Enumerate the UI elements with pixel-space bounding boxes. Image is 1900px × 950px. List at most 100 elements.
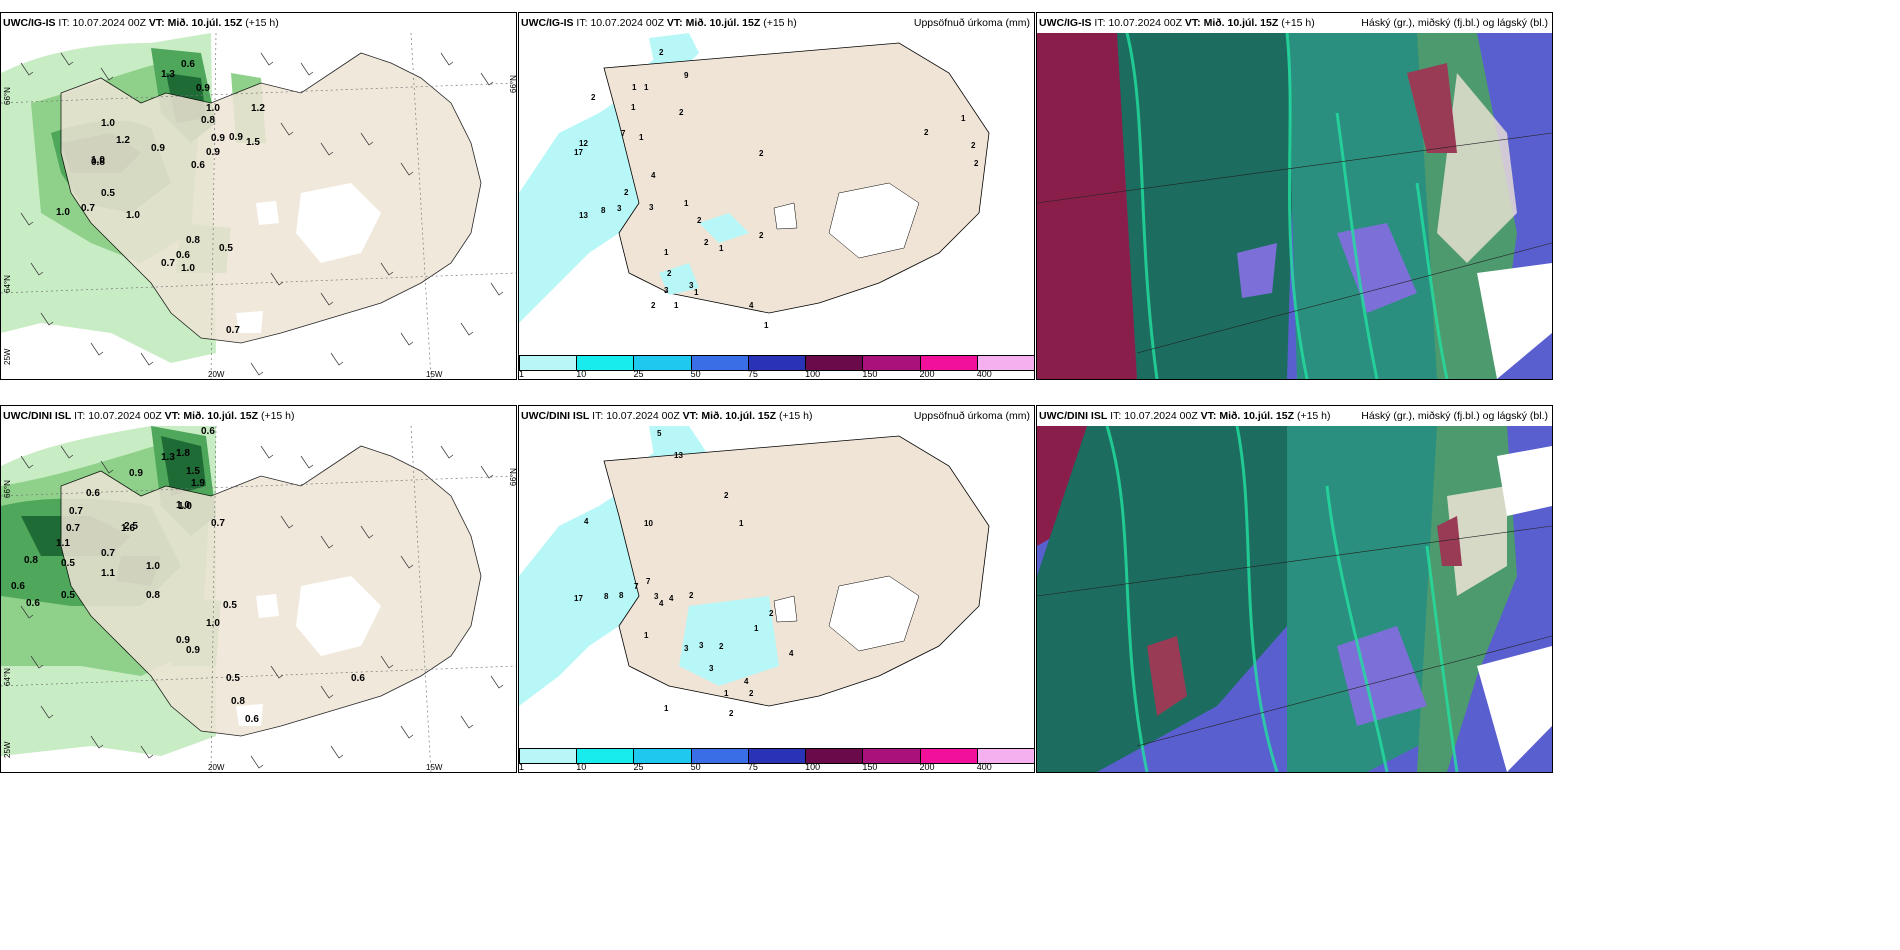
map-value-label: 4: [659, 599, 664, 608]
map-value-label: 8: [604, 592, 609, 601]
map-value-label: 0.9: [151, 143, 165, 154]
map-value-label: 1.0: [176, 500, 190, 511]
lon-label-25w: 25W: [3, 348, 12, 365]
map-value-label: 1: [664, 704, 669, 713]
lat-label-66n-right: 66°N: [509, 75, 517, 93]
map-value-label: 1.8: [176, 448, 190, 459]
map-value-label: 1: [754, 624, 759, 633]
map-value-label: 0.7: [66, 523, 80, 534]
colorbar-segment: [977, 356, 1034, 370]
map-value-label: 1.5: [246, 137, 260, 148]
lat-label-66n: 66°N: [3, 480, 12, 498]
map-value-label: 2: [971, 141, 976, 150]
map-value-label: 1.0: [101, 118, 115, 129]
colorbar-tick-label: 10: [576, 369, 587, 379]
colorbar-segment: [863, 356, 921, 370]
colorbar-segment: [520, 749, 578, 763]
map-value-label: 1.0: [206, 618, 220, 629]
map-value-label: 2: [697, 216, 702, 225]
colorbar-segment: [920, 749, 978, 763]
colorbar-tick-label: 75: [747, 762, 758, 772]
map-value-label: 1: [684, 199, 689, 208]
colorbar-tick-label: 75: [747, 369, 758, 379]
map-value-label: 1: [644, 631, 649, 640]
colorbar-segment: [806, 356, 864, 370]
map-value-label: 2: [924, 128, 929, 137]
colorbar-tick-label: 200: [919, 369, 935, 379]
precip-map-panel-top: UWC/IG-IS IT: 10.07.2024 00Z VT: Mið. 10…: [518, 12, 1035, 380]
map-value-label: 1: [724, 689, 729, 698]
colorbar-segment: [977, 749, 1034, 763]
wind-map-panel-bottom: UWC/DINI ISL IT: 10.07.2024 00Z VT: Mið.…: [0, 405, 517, 773]
colorbar-tick-label: 50: [690, 762, 701, 772]
map-value-label: 1: [639, 133, 644, 142]
map-value-label: 3: [684, 644, 689, 653]
cloud-map-panel-bottom: UWC/DINI ISL IT: 10.07.2024 00Z VT: Mið.…: [1036, 405, 1553, 773]
colorbar-tick-label: 1: [519, 369, 525, 379]
map-value-label: 2: [759, 149, 764, 158]
map-value-label: 0.5: [223, 600, 237, 611]
map-value-label: 0.7: [101, 548, 115, 559]
map-value-label: 9: [684, 71, 689, 80]
map-value-label: 1: [674, 301, 679, 310]
colorbar-segment: [634, 749, 692, 763]
cloud-map-bottom: [1037, 426, 1552, 772]
cloud-title: Háský (gr.), miðský (fj.bl.) og lágský (…: [1361, 410, 1548, 422]
map-value-label: 0.9: [211, 133, 225, 144]
map-value-label: 0.5: [219, 243, 233, 254]
map-value-label: 1.1: [56, 538, 70, 549]
map-value-label: 0.5: [101, 188, 115, 199]
map-value-label: 0.7: [211, 518, 225, 529]
map-value-label: 1.6: [121, 523, 135, 534]
panel-header: UWC/DINI ISL IT: 10.07.2024 00Z VT: Mið.…: [519, 406, 1034, 426]
cloud-title: Háský (gr.), miðský (fj.bl.) og lágský (…: [1361, 17, 1548, 29]
map-value-label: 0.6: [201, 426, 215, 437]
map-value-label: 1: [961, 114, 966, 123]
map-value-label: 1: [694, 288, 699, 297]
map-value-label: 0.8: [91, 157, 105, 168]
lat-label-64n: 64°N: [3, 668, 12, 686]
colorbar-ticks: 1 10 25 50 75 100 150 200 400: [519, 762, 1034, 772]
colorbar-tick-label: 400: [976, 762, 992, 772]
map-value-label: 1: [719, 244, 724, 253]
precip-title: Uppsöfnuð úrkoma (mm): [913, 17, 1030, 29]
map-value-label: 1: [664, 248, 669, 257]
precip-colorbar: [519, 355, 1034, 371]
map-value-label: 1.0: [178, 501, 192, 512]
map-value-label: 1.9: [191, 478, 205, 489]
map-value-label: 2: [624, 188, 629, 197]
map-value-label: 1.0: [56, 207, 70, 218]
precip-map-panel-bottom: UWC/DINI ISL IT: 10.07.2024 00Z VT: Mið.…: [518, 405, 1035, 773]
wind-map-top: 0.61.30.91.01.0 0.81.00.91.21.21.50.90.80…: [1, 33, 516, 379]
colorbar-tick-label: 25: [633, 369, 644, 379]
lat-label-64n: 64°N: [3, 275, 12, 293]
map-value-label: 4: [749, 301, 754, 310]
map-value-label: 1: [632, 83, 637, 92]
cloud-map-panel-top: UWC/IG-IS IT: 10.07.2024 00Z VT: Mið. 10…: [1036, 12, 1553, 380]
map-value-label: 1.3: [161, 69, 175, 80]
map-value-label: 0.8: [24, 555, 38, 566]
map-value-label: 4: [651, 171, 656, 180]
map-value-label: 0.8: [201, 115, 215, 126]
colorbar-segment: [806, 749, 864, 763]
wind-map-panel-top: UWC/IG-IS IT: 10.07.2024 00Z VT: Mið. 10…: [0, 12, 517, 380]
lon-label-15w: 15W: [426, 370, 443, 379]
colorbar-segment: [520, 356, 578, 370]
map-value-label: 3: [709, 664, 714, 673]
colorbar-segment: [577, 749, 635, 763]
colorbar-tick-label: 400: [976, 369, 992, 379]
map-value-label: 2: [769, 609, 774, 618]
colorbar-tick-label: 150: [862, 762, 878, 772]
map-value-label: 8: [619, 591, 624, 600]
map-value-label: 0.5: [61, 590, 75, 601]
map-value-label: 2: [759, 231, 764, 240]
map-value-label: 2: [974, 159, 979, 168]
map-value-label: 5: [657, 429, 662, 438]
map-value-label: 7: [646, 577, 651, 586]
map-value-label: 8: [601, 206, 606, 215]
map-value-label: 4: [789, 649, 794, 658]
colorbar-segment: [748, 749, 807, 763]
map-value-label: 1.2: [116, 135, 130, 146]
colorbar-tick-label: 50: [690, 369, 701, 379]
